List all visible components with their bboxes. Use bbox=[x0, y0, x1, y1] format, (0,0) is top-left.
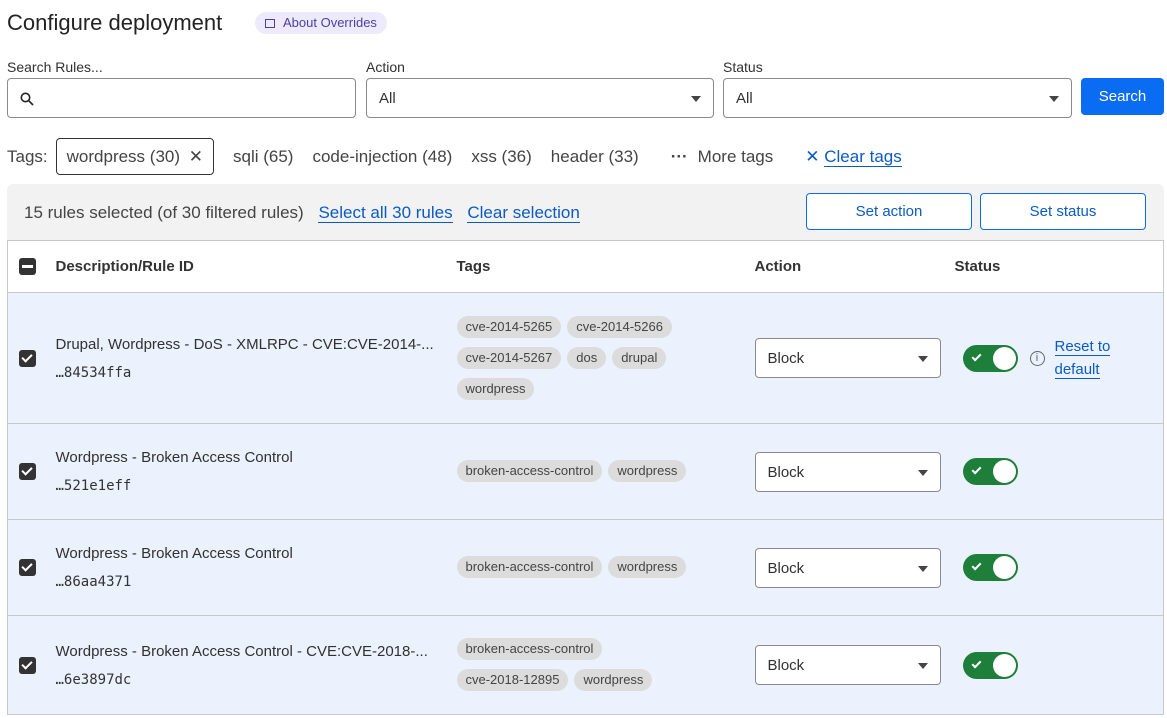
rule-description: Wordpress - Broken Access Control - CVE:… bbox=[55, 642, 428, 660]
action-value: All bbox=[379, 90, 396, 107]
tag-pill: broken-access-control bbox=[456, 460, 603, 482]
selection-summary: 15 rules selected (of 30 filtered rules)… bbox=[24, 203, 580, 223]
tag-pill: cve-2014-5265 bbox=[456, 315, 562, 338]
tag-sqli[interactable]: sqli (65) bbox=[233, 146, 294, 166]
page-title: Configure deployment bbox=[7, 10, 223, 35]
rule-id: …84534ffa bbox=[55, 364, 132, 381]
tags-label: Tags: bbox=[7, 146, 48, 166]
rule-id: …6e3897dc bbox=[55, 671, 132, 688]
chevron-down-icon bbox=[1049, 96, 1059, 102]
chevron-down-icon bbox=[917, 469, 928, 476]
search-label: Search Rules... bbox=[7, 59, 103, 75]
action-select[interactable]: Block bbox=[754, 645, 941, 685]
action-value: Block bbox=[767, 657, 805, 674]
action-value: Block bbox=[767, 463, 805, 481]
tag-pill: wordpress bbox=[608, 460, 687, 482]
table-row: Wordpress - Broken Access Control …86aa43… bbox=[7, 519, 1164, 616]
row-checkbox[interactable] bbox=[19, 349, 36, 367]
table-row: Drupal, Wordpress - DoS - XMLRPC - CVE:C… bbox=[7, 292, 1164, 424]
info-icon[interactable]: i bbox=[1029, 350, 1045, 366]
rule-description: Drupal, Wordpress - DoS - XMLRPC - CVE:C… bbox=[55, 335, 434, 353]
row-checkbox[interactable] bbox=[19, 463, 36, 480]
status-label: Status bbox=[723, 59, 763, 75]
row-checkbox[interactable] bbox=[19, 559, 36, 576]
col-action: Action bbox=[753, 240, 954, 293]
clear-selection-link[interactable]: Clear selection bbox=[467, 203, 580, 223]
reset-to-default-link[interactable]: Reset to default bbox=[1054, 335, 1115, 381]
check-icon bbox=[971, 560, 981, 571]
chevron-down-icon bbox=[917, 356, 928, 362]
tag-pill: cve-2014-5267 bbox=[456, 346, 562, 369]
book-icon bbox=[265, 19, 275, 28]
status-toggle[interactable] bbox=[962, 344, 1018, 372]
col-tags: Tags bbox=[455, 240, 754, 293]
about-overrides-link[interactable]: About Overrides bbox=[255, 12, 387, 34]
search-button[interactable]: Search bbox=[1081, 78, 1164, 115]
row-checkbox[interactable] bbox=[19, 656, 36, 674]
action-label: Action bbox=[366, 59, 405, 75]
select-all-link[interactable]: Select all 30 rules bbox=[318, 203, 453, 223]
tag-pill: drupal bbox=[612, 346, 667, 369]
table-header: Description/Rule ID Tags Action Status bbox=[7, 240, 1164, 293]
set-action-button[interactable]: Set action bbox=[806, 193, 972, 230]
rule-description: Wordpress - Broken Access Control bbox=[55, 449, 293, 466]
tag-pill: broken-access-control bbox=[456, 556, 603, 578]
close-icon: ✕ bbox=[805, 146, 820, 166]
chevron-down-icon bbox=[691, 96, 701, 102]
tag-label: wordpress (30) bbox=[66, 147, 181, 166]
tag-pill: cve-2018-12895 bbox=[456, 669, 569, 691]
table-row: Wordpress - Broken Access Control - CVE:… bbox=[7, 615, 1164, 715]
col-status: Status bbox=[953, 240, 1164, 293]
close-icon[interactable]: ✕ bbox=[188, 147, 203, 166]
rule-description: Wordpress - Broken Access Control bbox=[55, 545, 293, 562]
tag-header[interactable]: header (33) bbox=[550, 146, 639, 166]
rule-id: …521e1eff bbox=[55, 478, 132, 494]
action-select[interactable]: Block bbox=[754, 338, 941, 378]
tag-active-wordpress[interactable]: wordpress (30) ✕ bbox=[55, 138, 214, 175]
selection-bar: 15 rules selected (of 30 filtered rules)… bbox=[7, 184, 1164, 240]
tag-xss[interactable]: xss (36) bbox=[471, 146, 532, 166]
tag-pill: broken-access-control bbox=[456, 638, 603, 660]
clear-tags-button[interactable]: ✕ Clear tags bbox=[805, 146, 902, 167]
tag-pill: cve-2014-5266 bbox=[567, 315, 672, 338]
search-icon bbox=[20, 92, 34, 106]
chevron-down-icon bbox=[917, 663, 928, 669]
set-status-button[interactable]: Set status bbox=[980, 193, 1146, 230]
rule-id: …86aa4371 bbox=[55, 574, 132, 590]
action-select[interactable]: All bbox=[366, 78, 714, 118]
tag-code-injection[interactable]: code-injection (48) bbox=[312, 146, 453, 166]
more-tags-label: More tags bbox=[697, 146, 774, 166]
about-label: About Overrides bbox=[283, 15, 377, 30]
status-toggle[interactable] bbox=[962, 554, 1018, 581]
action-select[interactable]: Block bbox=[754, 451, 941, 492]
reset-label: Reset to default bbox=[1054, 338, 1111, 379]
action-value: Block bbox=[767, 350, 805, 367]
col-description: Description/Rule ID bbox=[47, 240, 456, 293]
table-row: Wordpress - Broken Access Control …521e1e… bbox=[7, 423, 1164, 520]
select-all-checkbox[interactable] bbox=[19, 258, 36, 275]
rules-table: Description/Rule ID Tags Action Status D… bbox=[7, 240, 1164, 715]
tags-filter: Tags: wordpress (30) ✕ sqli (65) code-in… bbox=[7, 138, 902, 175]
action-value: Block bbox=[767, 559, 805, 577]
status-value: All bbox=[736, 90, 753, 107]
status-toggle[interactable] bbox=[962, 458, 1018, 485]
check-icon bbox=[971, 351, 981, 361]
clear-tags-label: Clear tags bbox=[824, 146, 902, 167]
more-tags-button[interactable]: ··· More tags bbox=[671, 147, 774, 167]
status-select[interactable]: All bbox=[723, 78, 1072, 118]
action-select[interactable]: Block bbox=[754, 547, 941, 588]
tag-pill: wordpress bbox=[608, 556, 687, 578]
tag-pill: wordpress bbox=[574, 669, 653, 691]
search-input[interactable] bbox=[7, 78, 356, 118]
tag-pill: dos bbox=[567, 346, 607, 369]
chevron-down-icon bbox=[917, 565, 928, 572]
selection-count: 15 rules selected (of 30 filtered rules) bbox=[24, 203, 304, 222]
tag-pill: wordpress bbox=[456, 377, 535, 400]
check-icon bbox=[971, 464, 981, 475]
status-toggle[interactable] bbox=[962, 651, 1018, 679]
ellipsis-icon: ··· bbox=[670, 146, 688, 166]
check-icon bbox=[971, 658, 981, 668]
